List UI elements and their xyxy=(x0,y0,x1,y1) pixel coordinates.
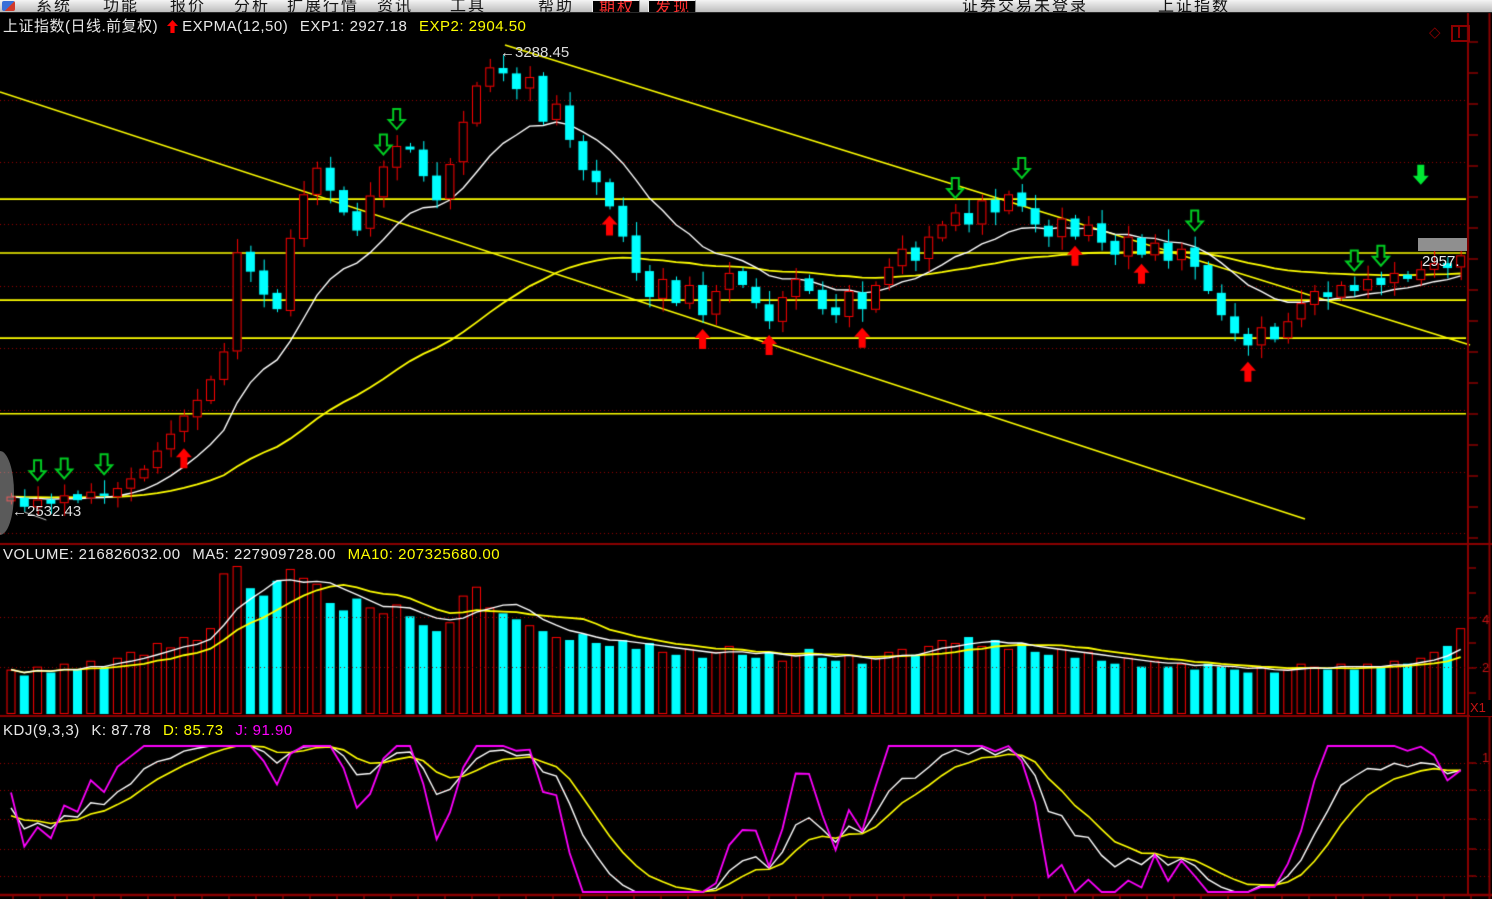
main-chart-header: 上证指数(日线.前复权) EXPMA(12,50) EXP1: 2927.18 E… xyxy=(3,15,533,37)
split-window-icon[interactable] xyxy=(1451,25,1470,42)
menu-quote[interactable]: 报价 xyxy=(170,0,207,13)
menu-function[interactable]: 功能 xyxy=(103,0,140,13)
kdj-k-value: K: 87.78 xyxy=(91,722,152,739)
diamond-icon[interactable]: ◇ xyxy=(1429,24,1441,41)
menu-system[interactable]: 系统 xyxy=(36,0,73,13)
left-arrow-icon: ← xyxy=(12,503,27,520)
symbol-title: 上证指数(日线.前复权) xyxy=(3,18,159,35)
menu-news[interactable]: 资讯 xyxy=(377,0,414,13)
current-price-box xyxy=(1418,238,1467,251)
volume-value: VOLUME: 216826032.00 xyxy=(3,546,181,563)
kdj-header: KDJ(9,3,3) K: 87.78 D: 85.73 J: 91.90 xyxy=(3,722,300,739)
exp1-value: EXP1: 2927.18 xyxy=(299,18,408,35)
menu-options-button[interactable]: 期权 xyxy=(592,0,640,12)
menu-analysis[interactable]: 分析 xyxy=(234,0,271,13)
volume-header: VOLUME: 216826032.00 MA5: 227909728.00 M… xyxy=(3,546,507,563)
indicator-name[interactable]: EXPMA(12,50) xyxy=(182,18,289,35)
login-status-label: 证券交易未登录 xyxy=(962,0,1089,13)
volume-ma10: MA10: 207325680.00 xyxy=(347,546,501,563)
kdj-j-value: J: 91.90 xyxy=(235,722,293,739)
current-symbol-label: 上证指数 xyxy=(1158,0,1231,13)
menu-help[interactable]: 帮助 xyxy=(538,0,575,13)
menu-discover-button[interactable]: 发现 xyxy=(648,0,696,12)
low-price-marker: ←2532.43 xyxy=(12,503,82,520)
zoom-scale-label[interactable]: X1 xyxy=(1470,700,1492,716)
scroll-left-overlay[interactable] xyxy=(0,451,14,535)
app-logo-icon[interactable] xyxy=(2,1,15,11)
menu-tools[interactable]: 工具 xyxy=(450,0,487,13)
menubar: 系统 功能 报价 分析 扩展行情 资讯 工具 帮助 期权 发现 证券交易未登录 … xyxy=(0,0,1492,13)
high-price-marker: ←3288.45 xyxy=(500,44,570,61)
kdj-d-value: D: 85.73 xyxy=(162,722,224,739)
volume-ma5: MA5: 227909728.00 xyxy=(192,546,336,563)
current-price-label: 2957. xyxy=(1422,253,1460,270)
up-arrow-icon xyxy=(167,20,179,37)
left-arrow-icon: ← xyxy=(500,44,515,61)
exp2-value: EXP2: 2904.50 xyxy=(418,18,527,35)
kdj-name[interactable]: KDJ(9,3,3) xyxy=(3,722,80,739)
menu-extended-quote[interactable]: 扩展行情 xyxy=(287,0,360,13)
